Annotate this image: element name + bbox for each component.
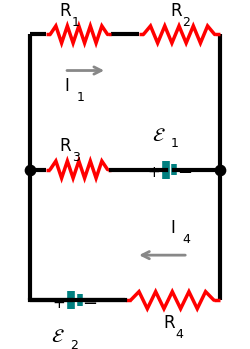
- Text: 2: 2: [182, 16, 190, 29]
- Text: 4: 4: [182, 233, 190, 246]
- Text: 4: 4: [176, 328, 184, 341]
- Point: [28, 167, 32, 172]
- Text: 1: 1: [72, 16, 80, 29]
- Text: I: I: [170, 219, 175, 237]
- Text: 1: 1: [171, 138, 179, 150]
- Text: −: −: [82, 295, 97, 313]
- Point: [218, 167, 222, 172]
- Text: −: −: [177, 164, 192, 182]
- Text: R: R: [170, 2, 182, 20]
- Text: R: R: [60, 137, 71, 155]
- Text: +: +: [53, 296, 66, 311]
- Text: 2: 2: [70, 339, 78, 349]
- Text: 1: 1: [76, 91, 84, 104]
- Text: R: R: [163, 314, 175, 332]
- Text: 3: 3: [72, 151, 80, 164]
- Text: +: +: [147, 165, 160, 180]
- Text: $\mathcal{E}$: $\mathcal{E}$: [50, 328, 64, 346]
- Text: I: I: [64, 77, 69, 95]
- Text: $\mathcal{E}$: $\mathcal{E}$: [152, 127, 166, 145]
- Text: R: R: [60, 2, 71, 20]
